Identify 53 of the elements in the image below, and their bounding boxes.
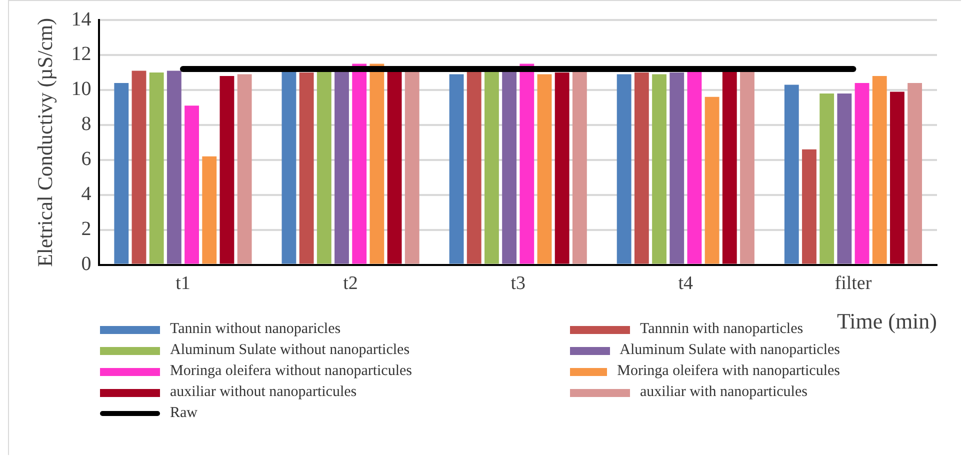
bar <box>299 72 314 264</box>
y-tick-label: 12 <box>71 43 92 66</box>
bar <box>220 76 234 264</box>
legend-label: auxiliar with nanoparticules <box>640 384 808 401</box>
legend-label: Raw <box>170 405 198 422</box>
bar <box>184 106 199 264</box>
y-axis-title: Eletrical Conductivy (µS/cm) <box>33 18 58 267</box>
bar <box>554 72 570 264</box>
bar <box>872 76 887 264</box>
bar <box>802 149 816 264</box>
bar <box>820 93 834 264</box>
bar <box>132 70 146 264</box>
bar <box>282 70 296 264</box>
legend-label: Aluminum Sulate without nanoparticles <box>170 342 410 359</box>
x-tick-label: filter <box>834 273 872 294</box>
bar <box>634 72 649 264</box>
x-axis-title: Time (min) <box>836 308 937 334</box>
bar <box>652 74 666 264</box>
x-tick-label: t4 <box>678 273 694 294</box>
bar <box>370 64 384 264</box>
y-tick-label: 10 <box>71 78 92 100</box>
y-tick-label: 6 <box>81 148 92 170</box>
legend-label: auxiliar without nanoparticules <box>170 384 357 401</box>
x-tick-label: t3 <box>510 273 526 294</box>
bar <box>352 64 367 264</box>
legend-label: Aluminum Sulate with nanoparticles <box>620 342 840 359</box>
bar <box>114 82 129 264</box>
y-tick-label: 4 <box>81 183 92 206</box>
bar <box>449 74 464 264</box>
bar <box>520 64 534 264</box>
y-tick-label: 0 <box>81 253 92 276</box>
bar <box>202 156 217 264</box>
bar <box>837 93 852 264</box>
y-tick-label: 14 <box>71 8 92 30</box>
bar <box>537 74 552 264</box>
bar <box>854 82 870 264</box>
y-tick-label: 2 <box>81 218 92 240</box>
legend-label: Moringa oleifera without nanoparticules <box>170 363 412 380</box>
y-tick-label: 8 <box>81 113 92 136</box>
legend-label: Tannin without nanoparicles <box>170 321 341 338</box>
x-tick-label: t2 <box>343 273 358 294</box>
bar <box>890 92 904 264</box>
bar <box>784 84 799 264</box>
legend-label: Tannnin with nanoparticles <box>640 321 804 338</box>
legend-label: Moringa oleifera with nanoparticules <box>617 363 840 380</box>
bar <box>908 82 922 264</box>
bar <box>149 72 164 264</box>
bar <box>237 74 252 264</box>
bar <box>704 96 720 264</box>
bar <box>166 70 182 264</box>
bar <box>670 72 684 264</box>
x-tick-label: t1 <box>176 273 190 294</box>
bar <box>616 74 632 264</box>
